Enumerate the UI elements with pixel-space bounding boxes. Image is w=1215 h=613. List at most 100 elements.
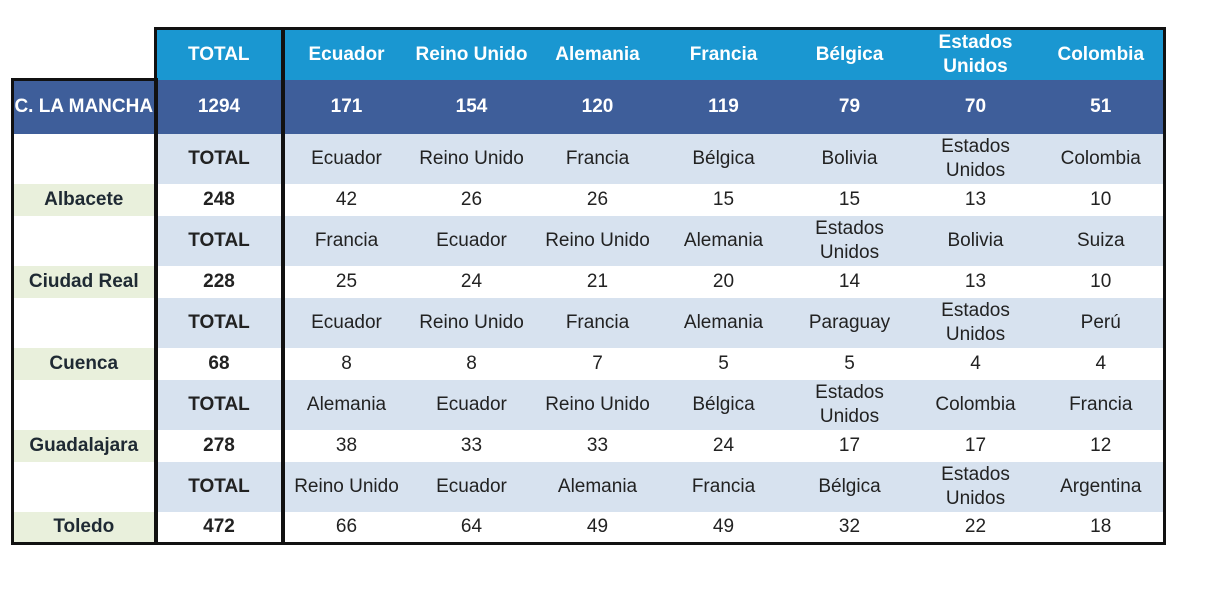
header-country: Francia	[660, 27, 787, 80]
province-value: 33	[408, 429, 535, 462]
province-country-name: Ecuador	[282, 133, 409, 184]
province-total: 278	[155, 429, 285, 462]
province-values-row: Cuenca 68 8 8 7 5 5 4 4	[11, 347, 1166, 380]
province-countries-row: TOTAL Francia Ecuador Reino Unido Alemania Es…	[11, 215, 1166, 266]
province-value: 64	[408, 511, 535, 545]
province-name: Ciudad Real	[11, 265, 158, 298]
region-label: C. LA MANCHA	[11, 78, 158, 134]
province-country-name: Reino Unido	[282, 461, 409, 512]
province-country-name: Estados Unidos	[786, 379, 913, 430]
province-name: Toledo	[11, 511, 158, 545]
province-value: 12	[1038, 429, 1166, 462]
region-value: 70	[912, 79, 1039, 134]
province-country-name: Francia	[282, 215, 409, 266]
province-total-label: TOTAL	[155, 215, 285, 266]
province-value: 24	[660, 429, 787, 462]
country-breakdown-table: TOTAL Ecuador Reino Unido Alemania Franc…	[11, 27, 1166, 545]
region-value: 119	[660, 79, 787, 134]
header-total: TOTAL	[155, 27, 285, 80]
province-value: 5	[660, 347, 787, 380]
province-value: 4	[912, 347, 1039, 380]
province-value: 13	[912, 183, 1039, 216]
province-total: 248	[155, 183, 285, 216]
region-value: 171	[282, 79, 409, 134]
province-country-name: Bélgica	[786, 461, 913, 512]
province-country-name: Bélgica	[660, 133, 787, 184]
province-values-row: Guadalajara 278 38 33 33 24 17 17 12	[11, 429, 1166, 462]
region-row: C. LA MANCHA 1294 171 154 120 119 79 70 …	[11, 78, 1166, 134]
province-country-name: Ecuador	[408, 215, 535, 266]
province-value: 10	[1038, 265, 1166, 298]
province-country-name: Francia	[534, 297, 661, 348]
province-value: 10	[1038, 183, 1166, 216]
province-value: 18	[1038, 511, 1166, 545]
province-label-spacer	[11, 379, 158, 430]
header-country: Reino Unido	[408, 27, 535, 80]
province-country-name: Reino Unido	[408, 297, 535, 348]
province-values-row: Albacete 248 42 26 26 15 15 13 10	[11, 183, 1166, 216]
province-country-name: Colombia	[912, 379, 1039, 430]
province-value: 14	[786, 265, 913, 298]
province-values-row: Toledo 472 66 64 49 49 32 22 18	[11, 511, 1166, 545]
province-value: 15	[786, 183, 913, 216]
province-value: 42	[282, 183, 409, 216]
province-total: 472	[155, 511, 285, 545]
province-countries-row: TOTAL Ecuador Reino Unido Francia Bélgica Bol…	[11, 133, 1166, 184]
header-country: Estados Unidos	[912, 27, 1039, 80]
region-value: 120	[534, 79, 661, 134]
province-name: Albacete	[11, 183, 158, 216]
province-value: 4	[1038, 347, 1166, 380]
province-value: 7	[534, 347, 661, 380]
province-total: 68	[155, 347, 285, 380]
header-country: Ecuador	[282, 27, 409, 80]
region-value: 51	[1038, 79, 1166, 134]
province-value: 49	[534, 511, 661, 545]
province-value: 17	[912, 429, 1039, 462]
province-value: 25	[282, 265, 409, 298]
province-country-name: Colombia	[1038, 133, 1166, 184]
header-country: Colombia	[1038, 27, 1166, 80]
province-country-name: Estados Unidos	[912, 297, 1039, 348]
province-country-name: Francia	[660, 461, 787, 512]
province-country-name: Estados Unidos	[912, 461, 1039, 512]
header-country: Alemania	[534, 27, 661, 80]
province-value: 26	[534, 183, 661, 216]
province-country-name: Alemania	[660, 215, 787, 266]
province-value: 33	[534, 429, 661, 462]
province-name: Guadalajara	[11, 429, 158, 462]
province-total: 228	[155, 265, 285, 298]
table-container: TOTAL Ecuador Reino Unido Alemania Franc…	[11, 27, 1166, 545]
province-label-spacer	[11, 215, 158, 266]
province-value: 26	[408, 183, 535, 216]
region-value: 79	[786, 79, 913, 134]
province-country-name: Estados Unidos	[912, 133, 1039, 184]
province-country-name: Paraguay	[786, 297, 913, 348]
province-country-name: Alemania	[282, 379, 409, 430]
province-total-label: TOTAL	[155, 379, 285, 430]
province-value: 24	[408, 265, 535, 298]
province-country-name: Bolivia	[786, 133, 913, 184]
province-country-name: Ecuador	[408, 461, 535, 512]
province-countries-row: TOTAL Reino Unido Ecuador Alemania Francia Bé…	[11, 461, 1166, 512]
province-country-name: Estados Unidos	[786, 215, 913, 266]
province-value: 21	[534, 265, 661, 298]
province-total-label: TOTAL	[155, 461, 285, 512]
header-row: TOTAL Ecuador Reino Unido Alemania Franc…	[12, 27, 1166, 80]
region-value: 154	[408, 79, 535, 134]
province-value: 15	[660, 183, 787, 216]
province-label-spacer	[11, 461, 158, 512]
province-value: 13	[912, 265, 1039, 298]
province-country-name: Francia	[534, 133, 661, 184]
province-label-spacer	[11, 297, 158, 348]
province-country-name: Alemania	[534, 461, 661, 512]
province-country-name: Ecuador	[282, 297, 409, 348]
province-country-name: Bolivia	[912, 215, 1039, 266]
province-country-name: Ecuador	[408, 379, 535, 430]
province-total-label: TOTAL	[155, 297, 285, 348]
province-country-name: Reino Unido	[534, 379, 661, 430]
province-value: 49	[660, 511, 787, 545]
province-country-name: Suiza	[1038, 215, 1166, 266]
province-value: 38	[282, 429, 409, 462]
province-value: 8	[408, 347, 535, 380]
province-country-name: Francia	[1038, 379, 1166, 430]
